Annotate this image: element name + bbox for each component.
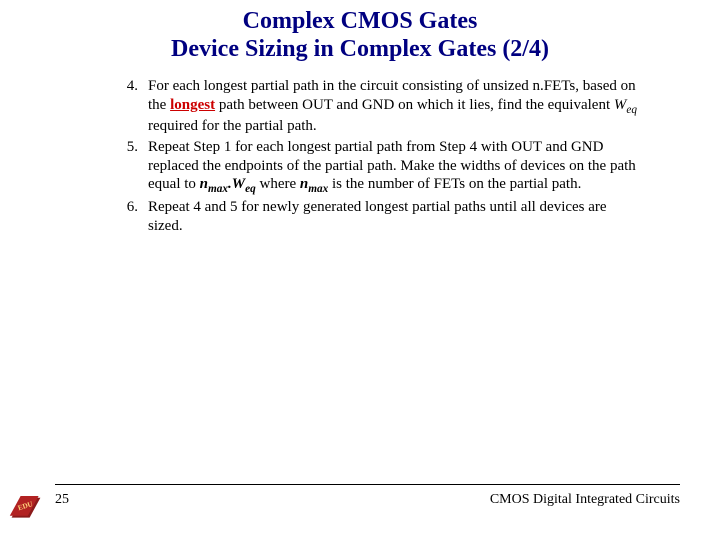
text-segment: longest bbox=[170, 97, 215, 113]
title-line-1: Complex CMOS Gates bbox=[0, 8, 720, 36]
list-body: Repeat Step 1 for each longest partial p… bbox=[148, 138, 640, 197]
text-segment: max bbox=[308, 183, 328, 195]
text-segment: path between OUT and GND on which it lie… bbox=[215, 97, 614, 113]
text-segment: required for the partial path. bbox=[148, 118, 317, 134]
page-number: 25 bbox=[55, 492, 69, 508]
list-item: 6.Repeat 4 and 5 for newly generated lon… bbox=[120, 198, 640, 236]
content-list: 4.For each longest partial path in the c… bbox=[0, 63, 720, 236]
text-segment: .W bbox=[228, 176, 245, 192]
list-number: 6. bbox=[120, 198, 148, 236]
footer-text: CMOS Digital Integrated Circuits bbox=[490, 492, 680, 508]
text-segment: W bbox=[614, 97, 627, 113]
title-line-2: Device Sizing in Complex Gates (2/4) bbox=[0, 36, 720, 64]
text-segment: n bbox=[300, 176, 308, 192]
text-segment: n bbox=[200, 176, 208, 192]
text-segment: Repeat 4 and 5 for newly generated longe… bbox=[148, 199, 607, 234]
list-item: 5.Repeat Step 1 for each longest partial… bbox=[120, 138, 640, 197]
text-segment: where bbox=[256, 176, 300, 192]
text-segment: max bbox=[208, 183, 228, 195]
list-item: 4.For each longest partial path in the c… bbox=[120, 77, 640, 136]
logo-icon: EDU bbox=[8, 490, 44, 520]
list-number: 4. bbox=[120, 77, 148, 136]
footer-rule bbox=[55, 484, 680, 485]
list-number: 5. bbox=[120, 138, 148, 197]
text-segment: eq bbox=[626, 104, 637, 116]
list-body: For each longest partial path in the cir… bbox=[148, 77, 640, 136]
text-segment: eq bbox=[245, 183, 256, 195]
title-block: Complex CMOS Gates Device Sizing in Comp… bbox=[0, 0, 720, 63]
text-segment: is the number of FETs on the partial pat… bbox=[328, 176, 581, 192]
list-body: Repeat 4 and 5 for newly generated longe… bbox=[148, 198, 640, 236]
